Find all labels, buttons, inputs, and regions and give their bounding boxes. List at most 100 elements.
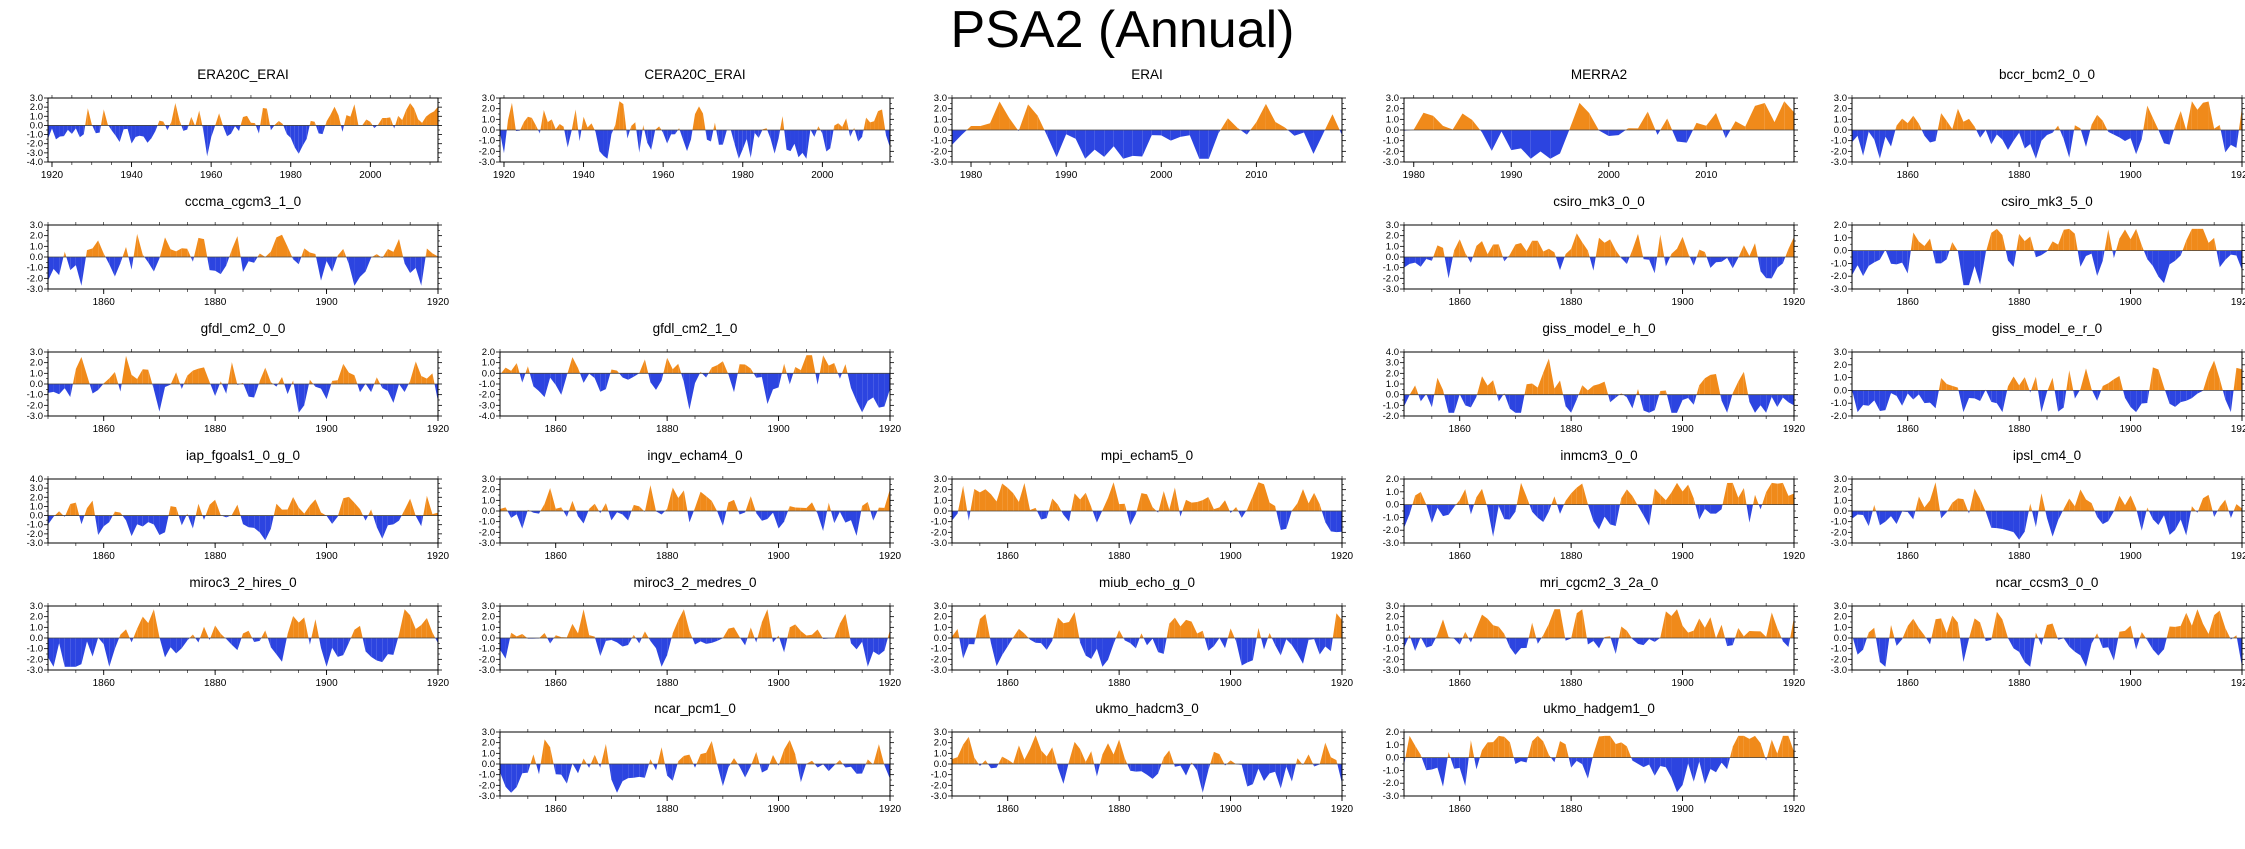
positive-area bbox=[1913, 115, 1919, 130]
positive-area bbox=[382, 118, 387, 126]
positive-area bbox=[1565, 248, 1572, 257]
positive-area bbox=[1762, 492, 1767, 505]
positive-area bbox=[195, 110, 200, 126]
positive-area bbox=[63, 251, 65, 257]
y-tick-label: -1.0 bbox=[479, 770, 495, 781]
negative-area bbox=[1896, 250, 1903, 265]
positive-area bbox=[354, 625, 360, 638]
positive-area bbox=[1124, 758, 1128, 764]
positive-area bbox=[1947, 502, 1953, 511]
positive-area bbox=[1615, 742, 1622, 758]
negative-area bbox=[2030, 638, 2035, 667]
negative-area bbox=[111, 125, 116, 136]
negative-area bbox=[750, 130, 755, 158]
negative-area bbox=[1123, 130, 1133, 159]
negative-area bbox=[656, 638, 662, 667]
negative-area bbox=[1765, 757, 1767, 761]
positive-area bbox=[1788, 236, 1794, 257]
positive-area bbox=[415, 361, 422, 384]
negative-area bbox=[1638, 757, 1644, 768]
negative-area bbox=[626, 130, 628, 139]
negative-area bbox=[135, 125, 140, 138]
positive-area bbox=[1303, 489, 1309, 511]
positive-area bbox=[142, 616, 149, 638]
x-tick-label: 1920 bbox=[1331, 678, 1354, 689]
negative-area bbox=[2169, 511, 2176, 535]
positive-area bbox=[1035, 507, 1038, 511]
positive-area bbox=[2119, 229, 2125, 251]
negative-area bbox=[734, 373, 738, 393]
positive-area bbox=[1246, 509, 1248, 511]
negative-area bbox=[1638, 638, 1644, 646]
negative-area bbox=[415, 257, 422, 286]
positive-area bbox=[1699, 618, 1705, 638]
negative-area bbox=[1294, 130, 1304, 136]
positive-area bbox=[601, 743, 606, 764]
positive-area bbox=[1743, 245, 1750, 257]
negative-area bbox=[1974, 390, 1981, 401]
negative-area bbox=[1885, 390, 1891, 411]
negative-area bbox=[1158, 638, 1164, 654]
negative-area bbox=[722, 511, 727, 526]
y-tick-label: 3.0 bbox=[30, 483, 43, 494]
negative-area bbox=[862, 130, 864, 137]
positive-area bbox=[165, 237, 171, 257]
negative-area bbox=[1755, 394, 1761, 413]
negative-area bbox=[1130, 638, 1136, 649]
negative-area bbox=[586, 764, 590, 768]
positive-area bbox=[1735, 628, 1739, 638]
positive-area bbox=[619, 101, 624, 130]
negative-area bbox=[2059, 130, 2064, 140]
y-tick-label: 2.0 bbox=[1834, 104, 1847, 115]
negative-area bbox=[516, 511, 523, 529]
positive-area bbox=[1969, 618, 1975, 638]
negative-area bbox=[94, 515, 99, 536]
positive-area bbox=[544, 632, 548, 638]
positive-area bbox=[761, 609, 768, 638]
negative-area bbox=[2186, 511, 2191, 536]
negative-area bbox=[1868, 250, 1875, 266]
negative-area bbox=[867, 373, 874, 401]
positive-area bbox=[243, 115, 247, 126]
positive-area bbox=[968, 736, 975, 764]
positive-area bbox=[828, 502, 831, 511]
positive-area bbox=[1024, 483, 1030, 511]
series-fill bbox=[952, 612, 1342, 667]
x-tick-label: 1860 bbox=[93, 424, 116, 435]
negative-area bbox=[373, 515, 377, 528]
negative-area bbox=[845, 764, 851, 768]
negative-area bbox=[756, 511, 762, 521]
positive-area bbox=[845, 613, 851, 638]
positive-area bbox=[1018, 483, 1025, 511]
y-tick-label: 1.0 bbox=[482, 358, 495, 369]
x-tick-label: 1920 bbox=[427, 297, 450, 308]
positive-area bbox=[1895, 125, 1897, 130]
negative-area bbox=[1180, 511, 1183, 517]
positive-area bbox=[220, 381, 222, 384]
negative-area bbox=[996, 638, 1003, 667]
positive-area bbox=[1541, 635, 1544, 638]
panel-title: ERA20C_ERAI bbox=[197, 67, 289, 82]
positive-area bbox=[2024, 236, 2031, 251]
positive-area bbox=[75, 357, 82, 384]
positive-area bbox=[131, 374, 138, 384]
y-tick-label: -2.0 bbox=[931, 146, 947, 157]
negative-area bbox=[202, 515, 204, 520]
negative-area bbox=[48, 384, 54, 393]
negative-area bbox=[817, 373, 820, 385]
negative-area bbox=[598, 764, 601, 768]
positive-area bbox=[346, 115, 351, 126]
negative-area bbox=[1069, 511, 1072, 522]
negative-area bbox=[628, 764, 634, 779]
positive-area bbox=[1336, 760, 1338, 764]
negative-area bbox=[873, 373, 879, 408]
negative-area bbox=[1303, 638, 1309, 664]
y-tick-label: 1.0 bbox=[30, 111, 43, 122]
negative-area bbox=[2216, 250, 2220, 268]
positive-area bbox=[563, 126, 565, 130]
negative-area bbox=[1066, 130, 1076, 139]
negative-area bbox=[1632, 638, 1638, 644]
positive-area bbox=[1946, 120, 1953, 130]
y-tick-label: 0.0 bbox=[30, 511, 43, 522]
